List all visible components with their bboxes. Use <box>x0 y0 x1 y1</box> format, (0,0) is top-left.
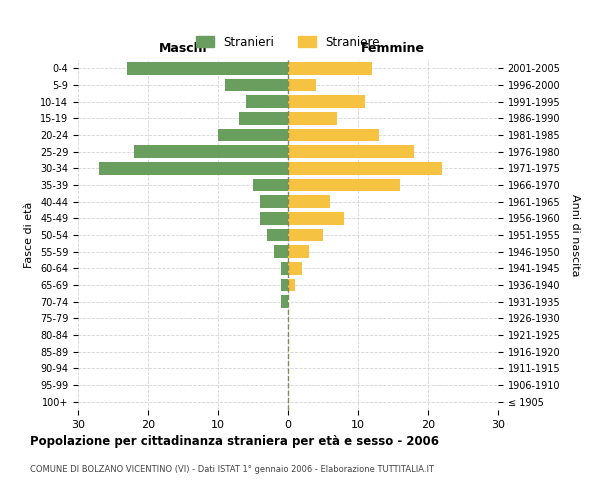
Bar <box>288 96 365 108</box>
Bar <box>288 62 372 74</box>
Bar <box>218 129 288 141</box>
Bar <box>288 279 295 291</box>
Text: Popolazione per cittadinanza straniera per età e sesso - 2006: Popolazione per cittadinanza straniera p… <box>30 435 439 448</box>
Bar <box>127 62 288 74</box>
Bar <box>288 246 309 258</box>
Bar <box>288 162 442 174</box>
Bar <box>288 129 379 141</box>
Y-axis label: Fasce di età: Fasce di età <box>25 202 34 268</box>
Bar <box>288 79 316 92</box>
Bar <box>134 146 288 158</box>
Y-axis label: Anni di nascita: Anni di nascita <box>570 194 580 276</box>
Bar <box>239 112 288 124</box>
Bar <box>288 112 337 124</box>
Bar <box>288 212 344 224</box>
Bar <box>281 279 288 291</box>
Bar <box>246 96 288 108</box>
Bar <box>225 79 288 92</box>
Bar <box>288 262 302 274</box>
Bar <box>260 212 288 224</box>
Bar <box>260 196 288 208</box>
Bar <box>267 229 288 241</box>
Bar <box>281 296 288 308</box>
Bar <box>99 162 288 174</box>
Bar <box>288 146 414 158</box>
Legend: Stranieri, Straniere: Stranieri, Straniere <box>191 31 385 54</box>
Bar <box>253 179 288 192</box>
Text: Maschi: Maschi <box>158 42 208 55</box>
Bar <box>288 229 323 241</box>
Bar <box>288 179 400 192</box>
Bar <box>281 262 288 274</box>
Bar <box>288 196 330 208</box>
Text: Femmine: Femmine <box>361 42 425 55</box>
Text: COMUNE DI BOLZANO VICENTINO (VI) - Dati ISTAT 1° gennaio 2006 - Elaborazione TUT: COMUNE DI BOLZANO VICENTINO (VI) - Dati … <box>30 465 434 474</box>
Bar <box>274 246 288 258</box>
